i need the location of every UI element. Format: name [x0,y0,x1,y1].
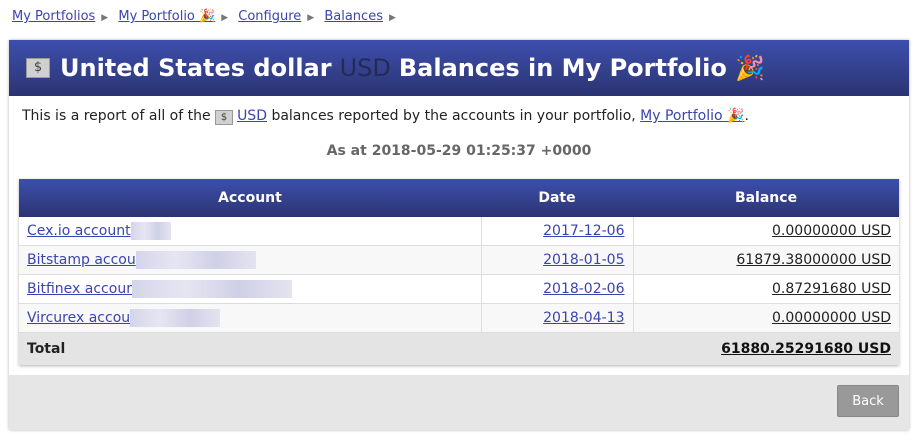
balance-link[interactable]: 0.00000000 USD [772,223,891,239]
crumb-my-portfolio[interactable]: My Portfolio 🎉 [118,9,216,24]
col-account: Account [19,179,481,217]
account-link[interactable]: Bitstamp accou [27,252,136,268]
account-link[interactable]: Bitfinex accour [27,281,132,297]
intro-text: This is a report of all of the $ USD bala… [9,96,909,137]
account-link[interactable]: Vircurex accou [27,310,131,326]
arrow-icon: ▶ [388,13,396,23]
dollar-currency-icon: $ [26,58,50,78]
arrow-icon: ▶ [221,13,229,23]
total-value[interactable]: 61880.25291680 USD [721,341,891,357]
back-button[interactable]: Back [837,385,899,417]
intro-end: . [744,108,749,124]
page-title: $ United States dollar USD Balances in M… [9,40,909,96]
table-row: Bitfinex accour 2018-02-06 0.87291680 US… [19,274,899,304]
portfolio-link[interactable]: My Portfolio 🎉 [640,108,745,124]
redacted-blur [130,309,221,327]
date-link[interactable]: 2017-12-06 [543,223,625,239]
date-link[interactable]: 2018-01-05 [543,252,625,268]
date-link[interactable]: 2018-02-06 [543,281,625,297]
balance-link[interactable]: 61879.38000000 USD [736,252,891,268]
balances-panel: $ United States dollar USD Balances in M… [9,40,909,430]
arrow-icon: ▶ [101,13,109,23]
breadcrumb: My Portfolios ▶ My Portfolio 🎉 ▶ Configure… [12,9,402,24]
usd-link[interactable]: USD [237,108,267,124]
currency-name: United States dollar [60,54,332,82]
account-link[interactable]: Cex.io account [27,223,131,239]
total-label: Total [19,332,481,365]
balances-table: Account Date Balance Cex.io account 2017… [19,179,899,365]
date-link[interactable]: 2018-04-13 [543,310,625,326]
footer: Back [9,375,909,430]
crumb-balances[interactable]: Balances [324,9,383,24]
redacted-blur [131,280,292,298]
arrow-icon: ▶ [307,13,315,23]
crumb-my-portfolios[interactable]: My Portfolios [12,9,96,24]
title-suffix: Balances in My Portfolio 🎉 [398,54,766,82]
col-date: Date [481,179,633,217]
intro-before: This is a report of all of the [22,108,211,124]
table-row: Vircurex accou 2018-04-13 0.00000000 USD [19,303,899,333]
currency-code: USD [339,54,391,82]
table-row: Bitstamp accou 2018-01-05 61879.38000000… [19,245,899,275]
col-balance: Balance [633,179,899,217]
balance-link[interactable]: 0.87291680 USD [772,281,891,297]
table-row: Cex.io account 2017-12-06 0.00000000 USD [19,217,899,246]
redacted-blur [130,222,171,240]
intro-middle: balances reported by the accounts in you… [271,108,636,124]
dollar-currency-icon: $ [215,110,234,125]
redacted-blur [135,251,256,269]
balance-link[interactable]: 0.00000000 USD [772,310,891,326]
as-at-timestamp: As at 2018-05-29 01:25:37 +0000 [326,143,592,159]
total-row: Total 61880.25291680 USD [19,332,899,365]
crumb-configure[interactable]: Configure [238,9,302,24]
